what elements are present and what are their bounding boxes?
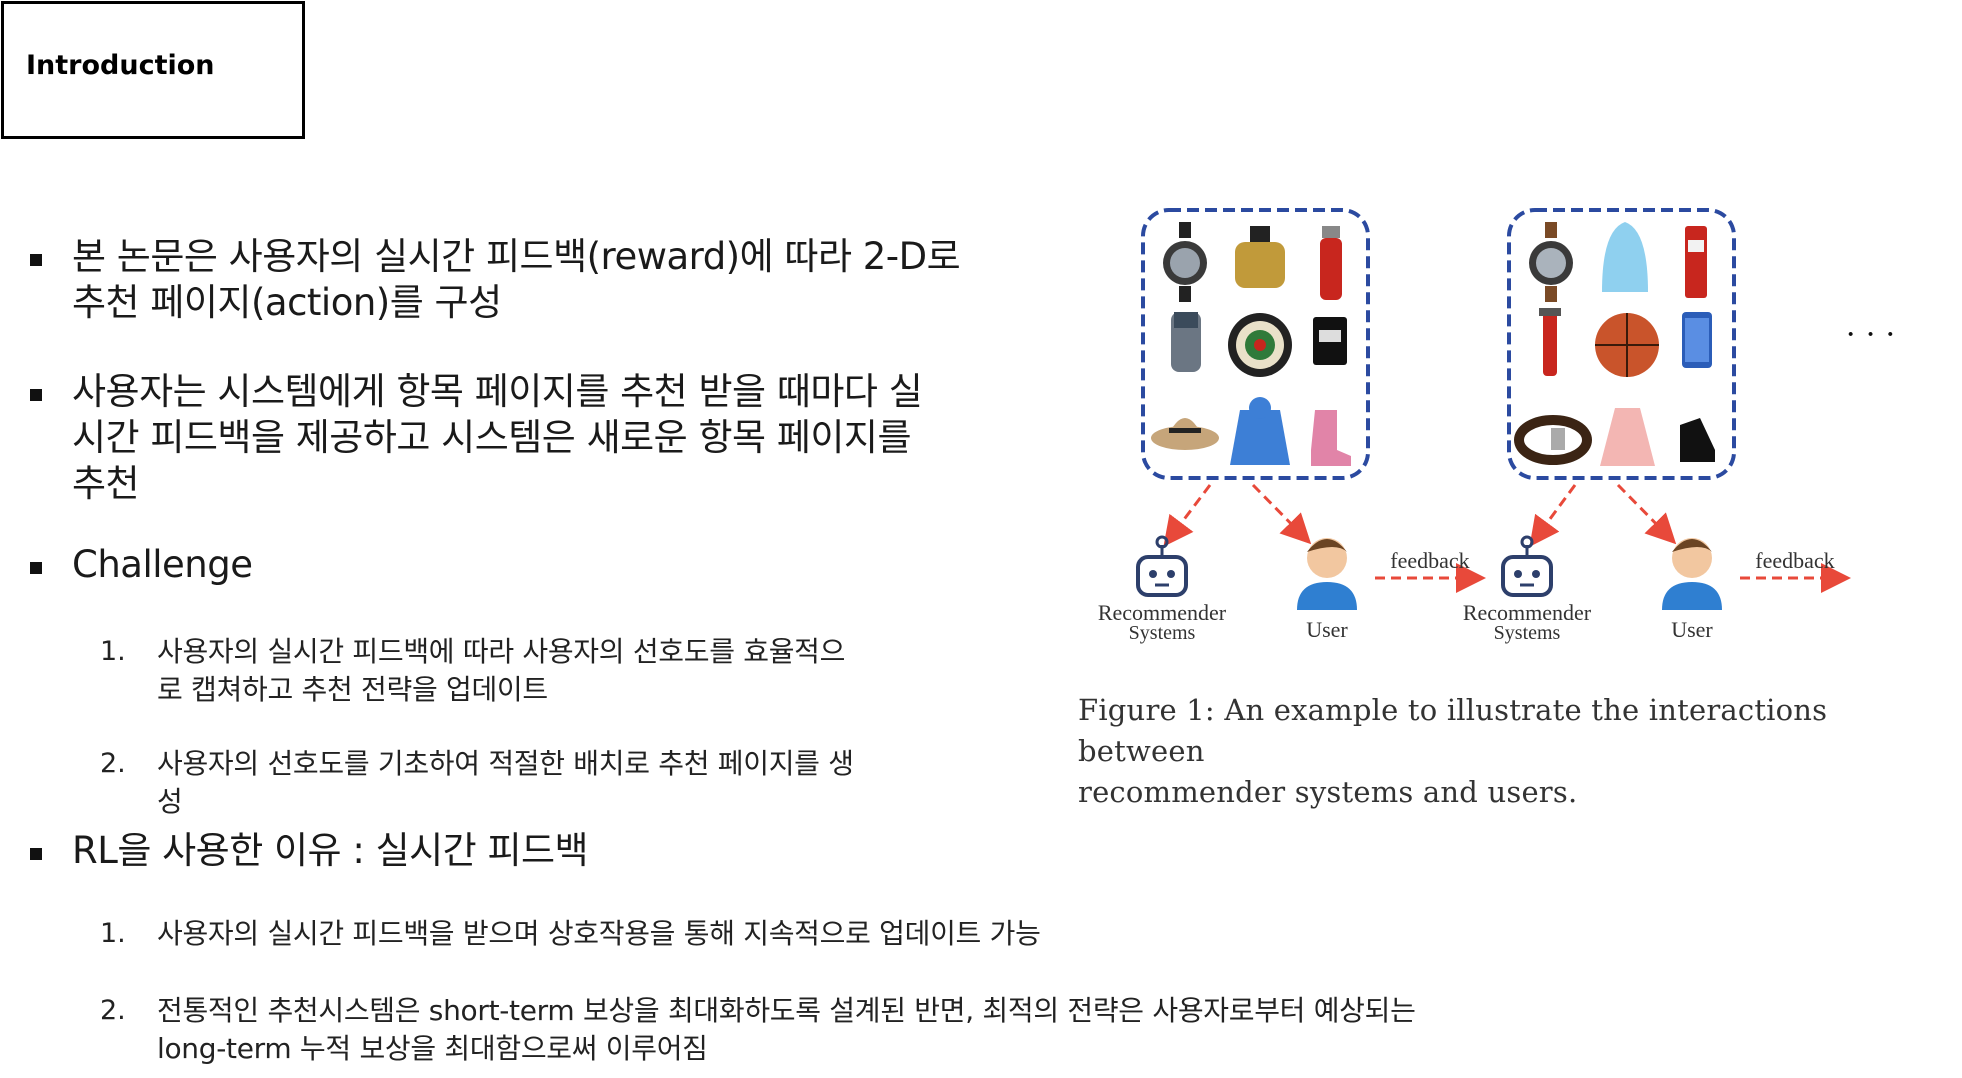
rl-item-2: 전통적인 추천시스템은 short-term 보상을 최대화하도록 설계된 반면…: [157, 994, 1416, 1065]
lipstick-icon: [1685, 226, 1707, 298]
bullet-text-challenge: Challenge: [72, 543, 253, 586]
arrow-page2-to-user: [1616, 483, 1677, 545]
recommender-label: Recommender: [1463, 600, 1592, 625]
arrow-page1-to-user: [1251, 483, 1312, 545]
shaver-icon: [1539, 308, 1561, 376]
boot-icon: [1311, 410, 1351, 466]
watch-icon: [1163, 222, 1207, 302]
recommender-label: Recommender: [1098, 600, 1227, 625]
feedback-label: feedback: [1755, 548, 1834, 573]
user-icon: [1297, 538, 1357, 610]
ellipsis: · · ·: [1845, 316, 1896, 353]
figure-caption: Figure 1: An example to illustrate the i…: [1078, 693, 1828, 809]
section-title: Introduction: [26, 50, 215, 81]
systems-label: Systems: [1129, 622, 1196, 644]
phone-icon: [1682, 312, 1712, 368]
user-label: User: [1671, 617, 1713, 642]
feedback-label: feedback: [1390, 548, 1469, 573]
robot-icon: [1501, 535, 1553, 597]
challenge-item-2: 사용자의 선호도를 기초하여 적절한 배치로 추천 페이지를 생 성: [157, 747, 854, 818]
hat-icon: [1151, 418, 1219, 450]
user-icon: [1662, 538, 1722, 610]
bullet-marker: [30, 562, 42, 574]
bathrobe-icon: [1230, 397, 1290, 465]
humidifier-icon: [1602, 222, 1648, 292]
systems-label: Systems: [1494, 622, 1561, 644]
bullet-text-2: 사용자는 시스템에게 항목 페이지를 추천 받을 때마다 실 시간 피드백을 제…: [72, 370, 923, 505]
interaction-figure: · · · Recommender Systems User feedback …: [1098, 208, 1896, 644]
list-number: 1.: [100, 918, 126, 949]
belt-icon: [1514, 415, 1592, 465]
arrow-page1-to-recommender: [1163, 484, 1212, 547]
bullet-marker: [30, 848, 42, 860]
section-title-box: Introduction: [1, 1, 305, 139]
shaver-icon: [1171, 312, 1201, 372]
bullet-text-1: 본 논문은 사용자의 실시간 피드백(reward)에 따라 2-D로 추천 페…: [72, 235, 961, 324]
bullet-marker: [30, 254, 42, 266]
list-number: 2.: [100, 995, 126, 1026]
watch-icon: [1529, 222, 1573, 302]
bullet-text-rl: RL을 사용한 이유 : 실시간 피드백: [72, 829, 589, 872]
bullet-marker: [30, 389, 42, 401]
user-label: User: [1306, 617, 1348, 642]
list-number: 2.: [100, 748, 126, 779]
rl-item-1: 사용자의 실시간 피드백을 받으며 상호작용을 통해 지속적으로 업데이트 가능: [157, 917, 1041, 950]
robot-icon: [1136, 535, 1188, 597]
shoe-icon: [1680, 418, 1715, 462]
bottle-icon: [1320, 226, 1342, 300]
challenge-item-1: 사용자의 실시간 피드백에 따라 사용자의 선호도를 효율적으 로 캡쳐하고 추…: [157, 635, 846, 706]
perfume-icon: [1235, 226, 1285, 288]
list-number: 1.: [100, 636, 126, 667]
dartboard-icon: [1228, 313, 1292, 377]
dress-icon: [1600, 408, 1655, 466]
basketball-icon: [1595, 313, 1659, 377]
arrow-page2-to-recommender: [1529, 484, 1577, 547]
sdcard-icon: [1313, 317, 1347, 365]
